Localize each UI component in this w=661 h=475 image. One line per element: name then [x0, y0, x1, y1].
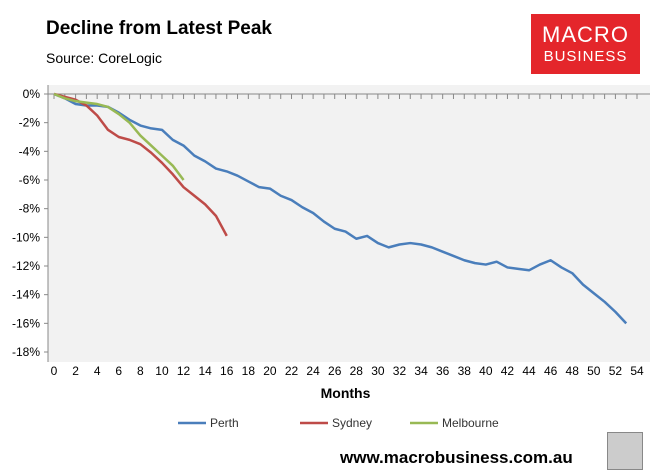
y-tick-label: -16%: [12, 316, 40, 330]
x-tick-label: 40: [479, 364, 493, 378]
y-tick-label: -4%: [19, 144, 41, 158]
x-axis-title: Months: [321, 385, 371, 401]
x-tick-label: 38: [458, 364, 472, 378]
series-line-melbourne: [53, 92, 185, 181]
x-tick-label: 8: [137, 364, 144, 378]
x-tick-label: 16: [220, 364, 234, 378]
x-tick-label: 4: [94, 364, 101, 378]
y-tick-label: -8%: [19, 202, 41, 216]
y-tick-label: -6%: [19, 173, 41, 187]
x-tick-label: 52: [609, 364, 623, 378]
x-tick-label: 28: [350, 364, 364, 378]
y-tick-label: -2%: [19, 116, 41, 130]
series-line-sydney: [53, 92, 228, 237]
y-tick-label: 0%: [23, 87, 41, 101]
x-tick-label: 30: [371, 364, 385, 378]
x-tick-label: 20: [263, 364, 277, 378]
legend-label-sydney: Sydney: [332, 416, 372, 430]
x-tick-label: 6: [115, 364, 122, 378]
x-tick-label: 12: [177, 364, 191, 378]
x-tick-label: 24: [306, 364, 320, 378]
chart-title: Decline from Latest Peak: [46, 18, 272, 39]
y-tick-label: -12%: [12, 259, 40, 273]
website-url: www.macrobusiness.com.au: [340, 448, 573, 467]
x-tick-label: 46: [544, 364, 558, 378]
x-tick-label: 34: [414, 364, 428, 378]
macrobusiness-logo: MACRO BUSINESS: [531, 14, 640, 74]
x-tick-label: 44: [522, 364, 536, 378]
y-tick-label: -14%: [12, 288, 40, 302]
x-tick-label: 42: [501, 364, 515, 378]
legend-label-melbourne: Melbourne: [442, 416, 499, 430]
logo-line1: MACRO: [542, 22, 629, 47]
wolf-logo-icon: [607, 432, 643, 470]
y-tick-label: -18%: [12, 345, 40, 359]
x-tick-label: 48: [566, 364, 580, 378]
y-tick-label: -10%: [12, 230, 40, 244]
chart-subtitle: Source: CoreLogic: [46, 50, 162, 66]
x-tick-label: 54: [630, 364, 644, 378]
x-tick-label: 50: [587, 364, 601, 378]
x-tick-label: 18: [242, 364, 256, 378]
x-tick-label: 32: [393, 364, 407, 378]
x-tick-label: 14: [198, 364, 212, 378]
x-tick-label: 22: [285, 364, 299, 378]
x-tick-label: 0: [51, 364, 58, 378]
series-line-perth: [53, 92, 628, 325]
plot-area: [48, 85, 650, 362]
x-tick-label: 2: [72, 364, 79, 378]
x-tick-label: 26: [328, 364, 342, 378]
x-tick-label: 36: [436, 364, 450, 378]
logo-line2: BUSINESS: [543, 48, 628, 65]
x-tick-label: 10: [155, 364, 169, 378]
legend-label-perth: Perth: [210, 416, 239, 430]
